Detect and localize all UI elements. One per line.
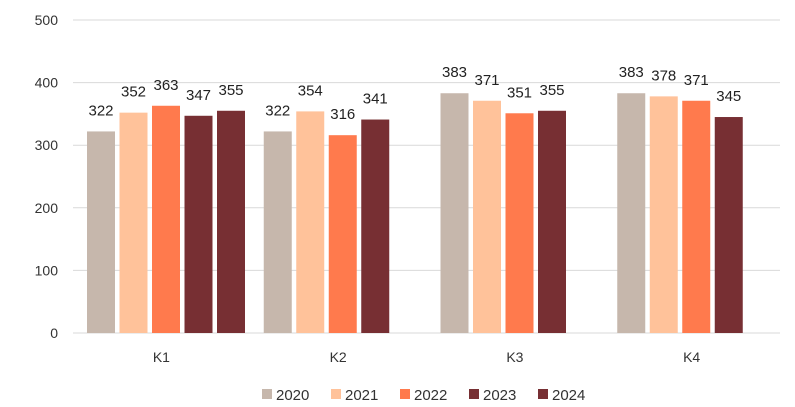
data-label: 378 (651, 67, 676, 84)
legend-swatch-2023 (469, 389, 479, 399)
data-label: 355 (539, 82, 564, 99)
legend-entry: 2020 (276, 387, 309, 404)
y-tick-label: 100 (35, 262, 59, 278)
bar-K2-2022 (328, 135, 357, 333)
bar-K1-2024 (217, 110, 245, 334)
y-tick-label: 500 (35, 12, 59, 28)
data-label: 371 (684, 72, 709, 89)
data-label: 322 (265, 102, 290, 119)
legend-swatch-2020 (262, 389, 272, 399)
x-tick-label: K2 (330, 349, 347, 365)
bar-K1-2023 (184, 115, 213, 333)
bar-K2-2021 (296, 111, 325, 334)
x-tick-label: K3 (506, 349, 523, 365)
data-label: 363 (153, 77, 178, 94)
data-label: 383 (442, 64, 467, 81)
bar-K3-2023 (538, 110, 566, 334)
bar-K4-2020 (617, 93, 646, 333)
data-labels: 322 352 363 347 355 322 354 316 341 383 371 351 355 3… (88, 64, 741, 123)
data-label: 371 (474, 72, 499, 89)
legend-entry: 2023 (483, 387, 516, 404)
data-label: 351 (507, 84, 532, 101)
data-label: 316 (330, 106, 355, 123)
legend-entry: 2021 (345, 387, 378, 404)
data-label: 322 (88, 102, 113, 119)
bar-K4-2023 (714, 117, 743, 333)
bar-K3-2021 (473, 100, 501, 333)
bar-K4-2021 (649, 96, 678, 333)
bar-K3-2022 (505, 113, 534, 333)
bar-K2-2020 (263, 131, 292, 333)
data-label: 355 (218, 82, 243, 99)
y-tick-label: 300 (35, 137, 59, 153)
legend: 2020 2021 2022 2023 2024 (262, 387, 585, 404)
data-label: 341 (363, 91, 388, 108)
bar-K1-2020 (87, 131, 115, 333)
legend-swatch-2024 (538, 389, 548, 399)
bar-K4-2022 (682, 100, 711, 333)
y-tick-label: 200 (35, 200, 59, 216)
bar-K3-2020 (440, 93, 469, 333)
legend-swatch-2022 (400, 389, 410, 399)
y-axis-ticks: 0 100 200 300 400 500 (35, 12, 59, 341)
y-tick-label: 400 (35, 75, 59, 91)
data-label: 352 (121, 84, 146, 101)
x-axis-ticks: K1 K2 K3 K4 (153, 349, 701, 365)
data-label: 345 (716, 88, 741, 105)
data-label: 383 (619, 64, 644, 81)
bar-K1-2021 (119, 112, 148, 333)
legend-entry: 2022 (414, 387, 447, 404)
legend-swatch-2021 (331, 389, 341, 399)
bars (87, 93, 743, 334)
data-label: 347 (186, 87, 211, 104)
legend-entry: 2024 (552, 387, 585, 404)
x-tick-label: K4 (683, 349, 700, 365)
bar-K1-2022 (152, 105, 180, 334)
x-tick-label: K1 (153, 349, 170, 365)
data-label: 354 (298, 82, 323, 99)
y-tick-label: 0 (50, 325, 58, 341)
bar-K2-2023 (361, 119, 390, 333)
